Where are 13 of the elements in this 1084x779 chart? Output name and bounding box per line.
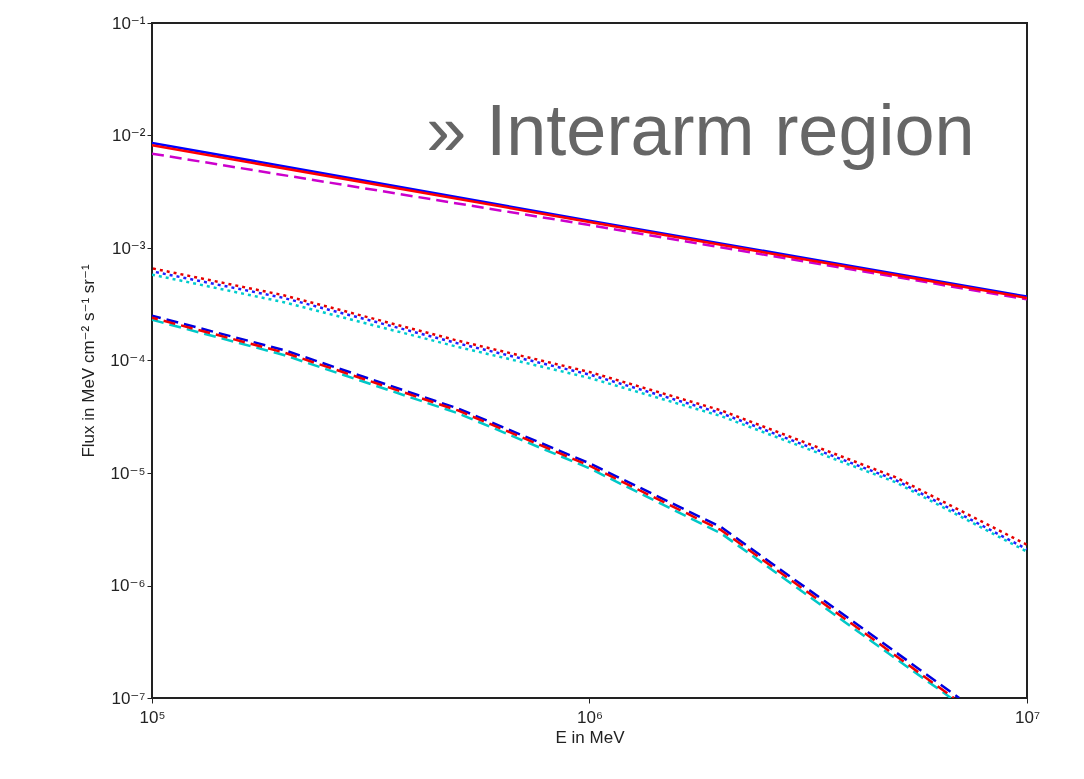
- x-axis-title: E in MeV: [555, 727, 626, 747]
- x-tick-label: 10⁷: [1014, 707, 1041, 727]
- y-tick-label: 10⁻⁶: [110, 576, 146, 595]
- y-tick-label: 10⁻⁵: [110, 463, 146, 483]
- y-tick-label: 10⁻²: [111, 126, 146, 145]
- y-tick-label: 10⁻¹: [111, 13, 146, 33]
- x-tick-label: 10⁶: [577, 707, 603, 727]
- y-tick-label: 10⁻⁴: [110, 351, 146, 370]
- text: » Interarm region: [426, 90, 975, 170]
- y-tick-label: 10⁻⁷: [111, 688, 146, 708]
- y-axis-title: Flux in MeV cm⁻² s⁻¹ sr⁻¹: [79, 264, 99, 458]
- x-tick-label: 10⁵: [139, 707, 166, 727]
- y-tick-label: 10⁻³: [111, 238, 146, 258]
